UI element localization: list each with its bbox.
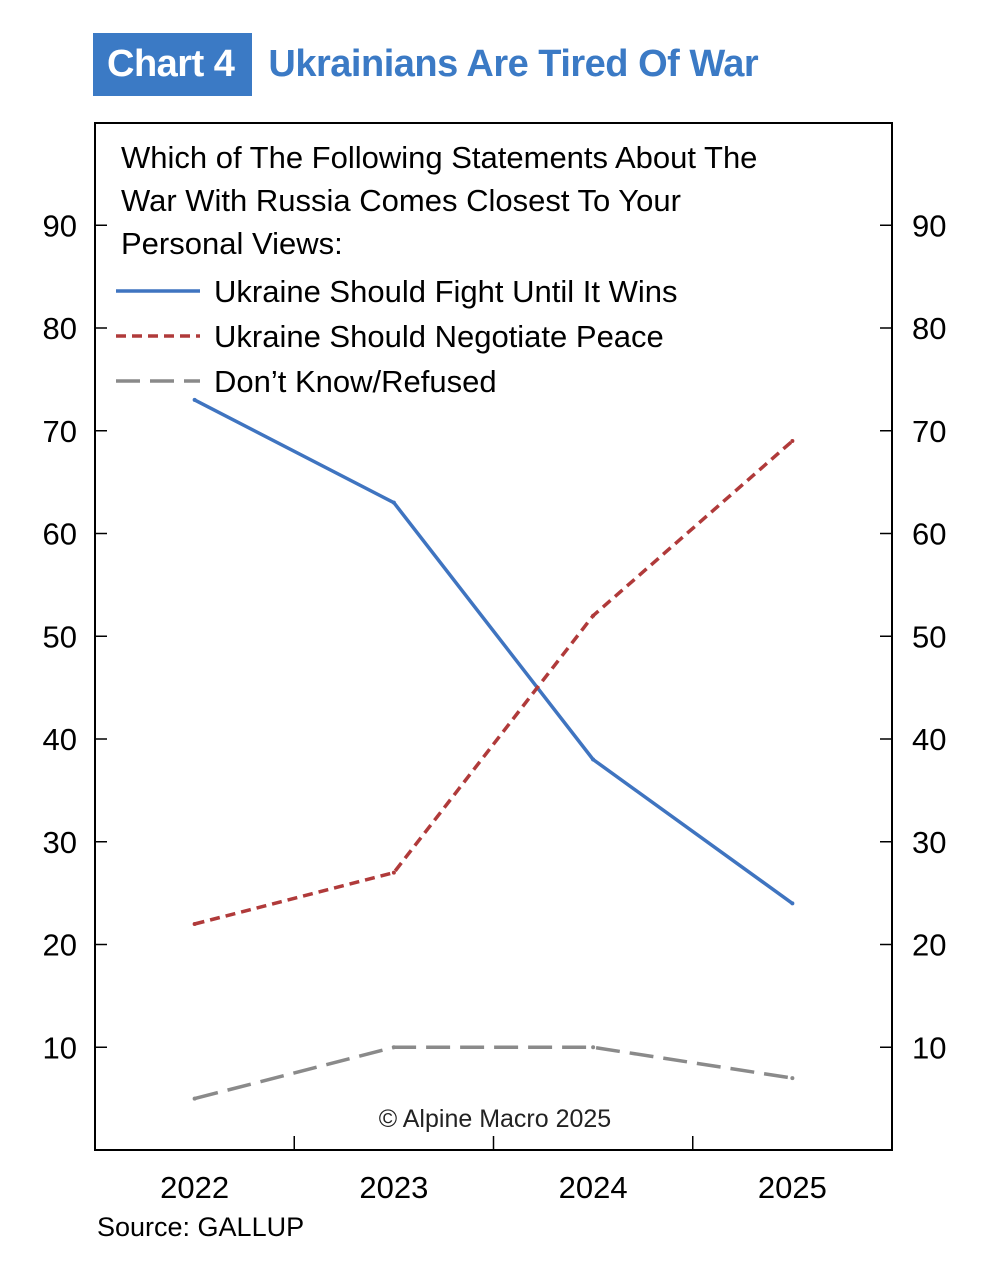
series-line-3 (194, 1045, 793, 1101)
x-tick-label: 2023 (359, 1170, 428, 1205)
data-point-s1-2022 (192, 397, 197, 402)
y-tick-label-left: 60 (43, 517, 77, 552)
data-point-s1-2025 (790, 901, 795, 906)
x-tick-label: 2024 (559, 1170, 628, 1205)
data-point-s3-2022 (192, 1096, 197, 1101)
legend-label-2: Ukraine Should Negotiate Peace (214, 319, 664, 354)
legend-label-1: Ukraine Should Fight Until It Wins (214, 274, 677, 309)
y-tick-label-left: 30 (43, 825, 77, 860)
series-line-2 (194, 439, 794, 926)
x-tick-label: 2022 (160, 1170, 229, 1205)
data-point-s1-2024 (591, 757, 596, 762)
y-tick-label-right: 60 (912, 517, 946, 552)
line-chart: 10 10 20 20 30 30 40 40 50 50 60 60 70 70 80 80 90 90 2022… (43, 122, 946, 1205)
y-tick-label-left: 40 (43, 722, 77, 757)
data-point-s2-2023 (391, 870, 396, 875)
copyright-watermark: © Alpine Macro 2025 (379, 1105, 611, 1133)
y-tick-label-left: 10 (43, 1030, 77, 1065)
y-tick-label-right: 10 (912, 1030, 946, 1065)
legend-title-line: Personal Views: (121, 226, 343, 261)
y-tick-label-left: 70 (43, 414, 77, 449)
y-tick-label-right: 30 (912, 825, 946, 860)
y-tick-label-right: 20 (912, 928, 946, 963)
source-note: Source: GALLUP (97, 1212, 305, 1242)
y-tick-label-right: 50 (912, 619, 946, 654)
legend-title-line: Which of The Following Statements About … (121, 140, 757, 175)
chart-number-badge: Chart 4 (93, 33, 253, 96)
y-tick-label-left: 50 (43, 619, 77, 654)
chart-title: Ukrainians Are Tired Of War (268, 43, 759, 85)
y-tick-label-left: 20 (43, 928, 77, 963)
y-tick-label-right: 40 (912, 722, 946, 757)
data-point-s2-2025 (790, 439, 795, 444)
data-point-s3-2024 (591, 1045, 596, 1050)
chart-header: Chart 4 Ukrainians Are Tired Of War (93, 33, 759, 96)
data-point-s2-2022 (192, 921, 197, 926)
y-tick-label-left: 80 (43, 311, 77, 346)
y-tick-label-right: 70 (912, 414, 946, 449)
data-point-s3-2025 (790, 1076, 795, 1081)
x-tick-label: 2025 (758, 1170, 827, 1205)
y-tick-label-right: 80 (912, 311, 946, 346)
data-point-s2-2024 (591, 613, 596, 618)
data-point-s1-2023 (391, 500, 396, 505)
legend-title-line: War With Russia Comes Closest To Your (121, 183, 681, 218)
series-line-1 (193, 398, 794, 905)
legend-label-3: Don’t Know/Refused (214, 364, 497, 399)
y-tick-label-right: 90 (912, 208, 946, 243)
y-tick-label-left: 90 (43, 208, 77, 243)
data-point-s3-2023 (391, 1045, 396, 1050)
